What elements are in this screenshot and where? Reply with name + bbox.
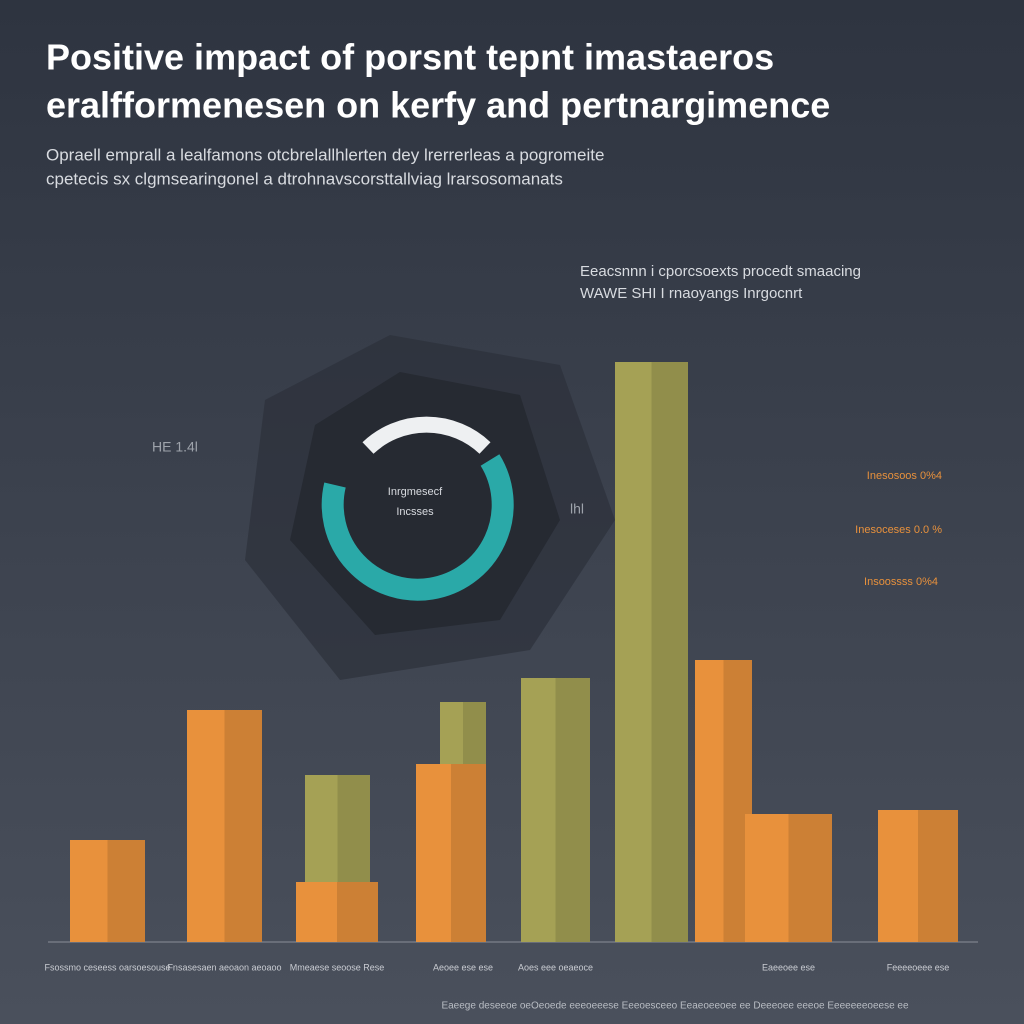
subtitle: cpetecis sx clgmsearingonel a dtrohnavsc… [46, 169, 563, 188]
x-tick-label: Aeoee ese ese [433, 962, 493, 972]
side-label: HE 1.4l [152, 439, 198, 455]
bar-shade [695, 660, 752, 942]
bar-shade [521, 678, 590, 942]
x-tick-label: Mmeaese seoose Rese [290, 962, 385, 972]
donut-label: Incsses [396, 506, 434, 518]
bar-shade [416, 764, 486, 942]
bar-shade [70, 840, 145, 942]
title: Positive impact of porsnt tepnt imastaer… [46, 37, 774, 78]
x-tick-label: Feeeeoeee ese [887, 962, 950, 972]
side-label: lhl [570, 501, 584, 517]
subtitle: Opraell emprall a lealfamons otcbrelallh… [46, 145, 604, 164]
bar-shade [615, 362, 688, 942]
title: eralfformenesen on kerfy and pertnargime… [46, 85, 830, 126]
x-tick-label: Aoes eee oeaeoce [518, 962, 593, 972]
donut-arc [321, 454, 514, 601]
x-tick-label: Fsossmo ceseess oarsoesouse [44, 962, 170, 972]
annotation: Insoossss 0%4 [864, 576, 938, 588]
bar-shade [878, 810, 958, 942]
donut-label: Inrgmesecf [388, 486, 443, 498]
bar-shade [745, 814, 832, 942]
annotation: Inesoceses 0.0 % [855, 524, 942, 536]
footer: Eaeege deseeoe oeOeoede eeeoeeese Eeeoes… [441, 1001, 909, 1012]
donut-arc [362, 416, 491, 454]
annotation: Inesosoos 0%4 [867, 470, 942, 482]
bar-shade [187, 710, 262, 942]
callout: WAWE SHI I rnaoyangs Inrgocnrt [580, 285, 803, 302]
callout: Eeacsnnn i cporcsoexts procedt smaacing [580, 263, 861, 280]
x-tick-label: Eaeeoee ese [762, 962, 815, 972]
x-tick-label: Fnsasesaen aeoaon aeoaoo [167, 962, 281, 972]
bar-shade [296, 882, 378, 942]
